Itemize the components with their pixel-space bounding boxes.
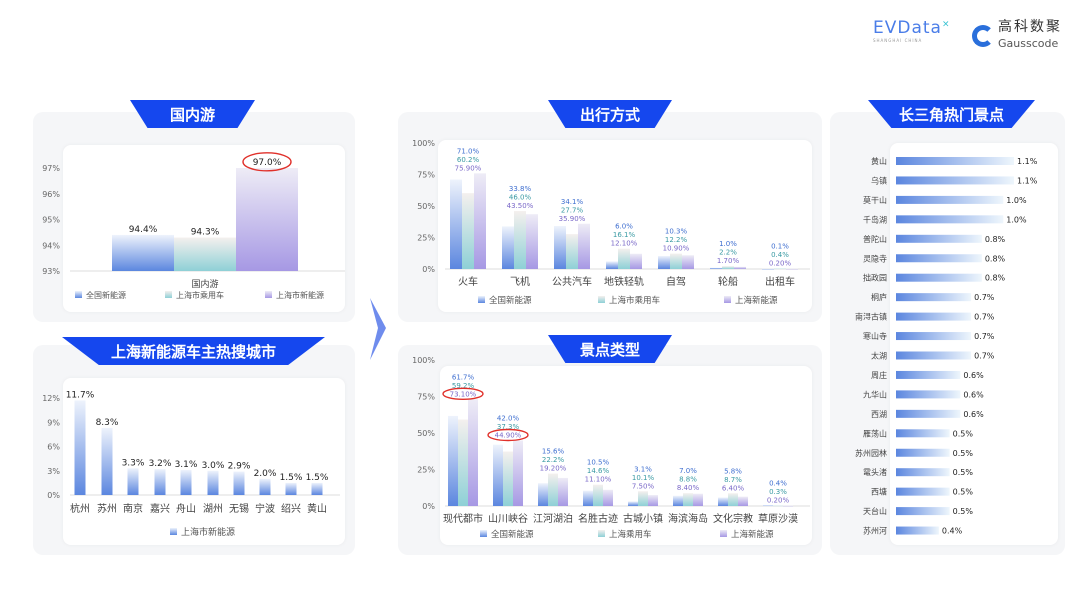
card-domestic <box>63 145 345 312</box>
gausscode-logo: 高科数聚 Gausscode <box>972 20 1062 51</box>
banner-scenery: 景点类型 <box>548 335 672 363</box>
evdata-logo: EVData× SHANGHAI CHINA <box>873 18 951 43</box>
gausscode-cn: 高科数聚 <box>998 19 1062 35</box>
banner-cities: 上海新能源车主热搜城市 <box>62 337 325 365</box>
card-spots <box>890 143 1058 545</box>
banner-spots: 长三角热门景点 <box>868 100 1035 128</box>
evdata-sub: SHANGHAI CHINA <box>873 38 923 43</box>
evdata-wordmark: EVData <box>873 18 942 38</box>
evdata-x-icon: × <box>941 19 951 30</box>
gausscode-mark-icon <box>972 24 994 47</box>
card-transport <box>438 140 812 312</box>
card-cities <box>63 378 345 545</box>
chevron-arrow-icon <box>370 298 386 360</box>
gausscode-en: Gausscode <box>998 37 1059 50</box>
banner-domestic: 国内游 <box>130 100 255 128</box>
card-scenery <box>440 366 812 545</box>
banner-transport: 出行方式 <box>548 100 672 128</box>
